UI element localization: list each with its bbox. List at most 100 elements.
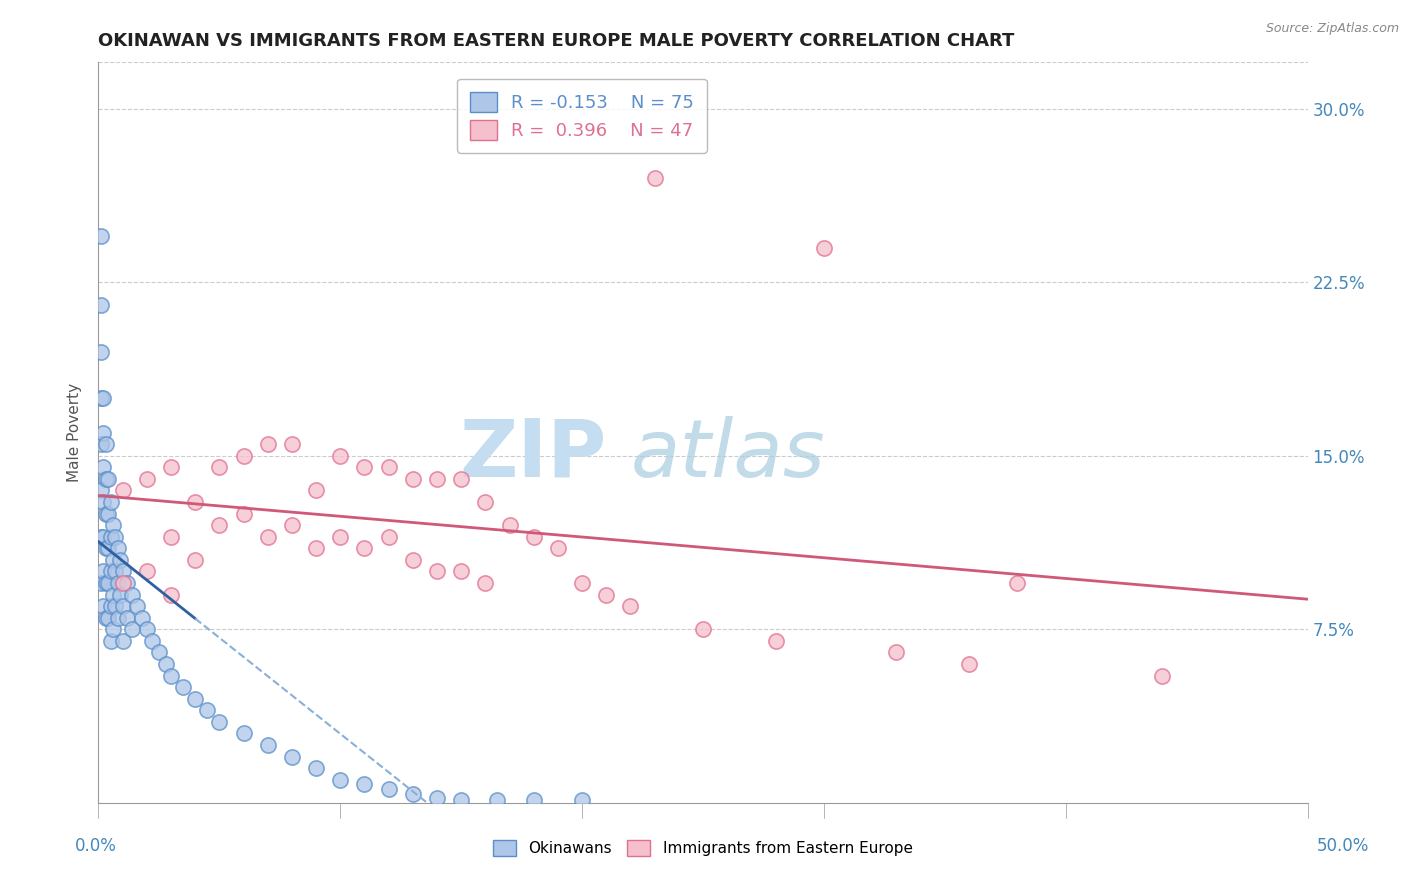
Point: [90, 229, 112, 244]
Point: [353, 460, 375, 475]
Point: [90, 391, 112, 405]
Point: [160, 668, 183, 682]
Point: [108, 553, 131, 567]
Legend: R = -0.153    N = 75, R =  0.396    N = 47: R = -0.153 N = 75, R = 0.396 N = 47: [457, 78, 707, 153]
Point: [619, 599, 641, 614]
Point: [90, 576, 112, 591]
Point: [256, 530, 278, 544]
Point: [141, 633, 163, 648]
Point: [523, 793, 546, 807]
Point: [305, 541, 328, 556]
Point: [208, 714, 231, 729]
Point: [523, 530, 546, 544]
Point: [498, 518, 520, 533]
Point: [111, 633, 134, 648]
Point: [160, 460, 183, 475]
Point: [100, 495, 122, 509]
Point: [305, 483, 328, 498]
Point: [571, 576, 593, 591]
Point: [111, 599, 134, 614]
Point: [353, 777, 375, 791]
Point: [94, 507, 117, 521]
Point: [91, 565, 114, 579]
Point: [426, 565, 449, 579]
Point: [402, 553, 425, 567]
Text: OKINAWAN VS IMMIGRANTS FROM EASTERN EUROPE MALE POVERTY CORRELATION CHART: OKINAWAN VS IMMIGRANTS FROM EASTERN EURO…: [98, 32, 1015, 50]
Point: [426, 791, 449, 805]
Point: [90, 298, 112, 312]
Point: [957, 657, 980, 671]
Point: [117, 576, 139, 591]
Text: ZIP: ZIP: [458, 416, 606, 494]
Point: [1007, 576, 1029, 591]
Point: [97, 541, 120, 556]
Point: [256, 437, 278, 451]
Point: [184, 553, 207, 567]
Point: [135, 622, 157, 636]
Point: [377, 530, 399, 544]
Text: atlas: atlas: [630, 416, 825, 494]
Text: 0.0%: 0.0%: [75, 837, 117, 855]
Point: [117, 610, 139, 624]
Point: [94, 472, 117, 486]
Point: [155, 657, 177, 671]
Point: [100, 565, 122, 579]
Point: [644, 171, 666, 186]
Point: [101, 622, 124, 636]
Point: [426, 472, 449, 486]
Point: [104, 530, 127, 544]
Point: [281, 437, 304, 451]
Point: [101, 518, 124, 533]
Point: [111, 483, 134, 498]
Point: [256, 738, 278, 752]
Point: [90, 437, 112, 451]
Point: [107, 576, 129, 591]
Point: [131, 610, 153, 624]
Point: [107, 610, 129, 624]
Legend: Okinawans, Immigrants from Eastern Europe: Okinawans, Immigrants from Eastern Europ…: [488, 834, 918, 862]
Point: [813, 240, 835, 255]
Y-axis label: Male Poverty: Male Poverty: [67, 383, 83, 483]
Point: [97, 472, 120, 486]
Point: [94, 541, 117, 556]
Point: [91, 530, 114, 544]
Point: [208, 460, 231, 475]
Point: [208, 518, 231, 533]
Point: [281, 749, 304, 764]
Point: [377, 781, 399, 796]
Point: [91, 495, 114, 509]
Point: [91, 460, 114, 475]
Point: [100, 599, 122, 614]
Point: [329, 530, 352, 544]
Point: [111, 565, 134, 579]
Point: [127, 599, 149, 614]
Point: [135, 472, 157, 486]
Point: [1152, 668, 1174, 682]
Point: [450, 472, 472, 486]
Point: [353, 541, 375, 556]
Point: [90, 530, 112, 544]
Point: [108, 588, 131, 602]
Point: [329, 449, 352, 463]
Point: [135, 565, 157, 579]
Point: [91, 425, 114, 440]
Point: [107, 541, 129, 556]
Point: [94, 576, 117, 591]
Point: [765, 633, 787, 648]
Point: [281, 518, 304, 533]
Point: [886, 645, 908, 659]
Point: [172, 680, 194, 694]
Point: [97, 576, 120, 591]
Point: [402, 787, 425, 801]
Point: [305, 761, 328, 775]
Point: [111, 576, 134, 591]
Point: [571, 793, 593, 807]
Point: [184, 495, 207, 509]
Point: [377, 460, 399, 475]
Point: [329, 772, 352, 787]
Point: [104, 599, 127, 614]
Point: [486, 793, 509, 807]
Point: [692, 622, 714, 636]
Point: [90, 483, 112, 498]
Point: [90, 344, 112, 359]
